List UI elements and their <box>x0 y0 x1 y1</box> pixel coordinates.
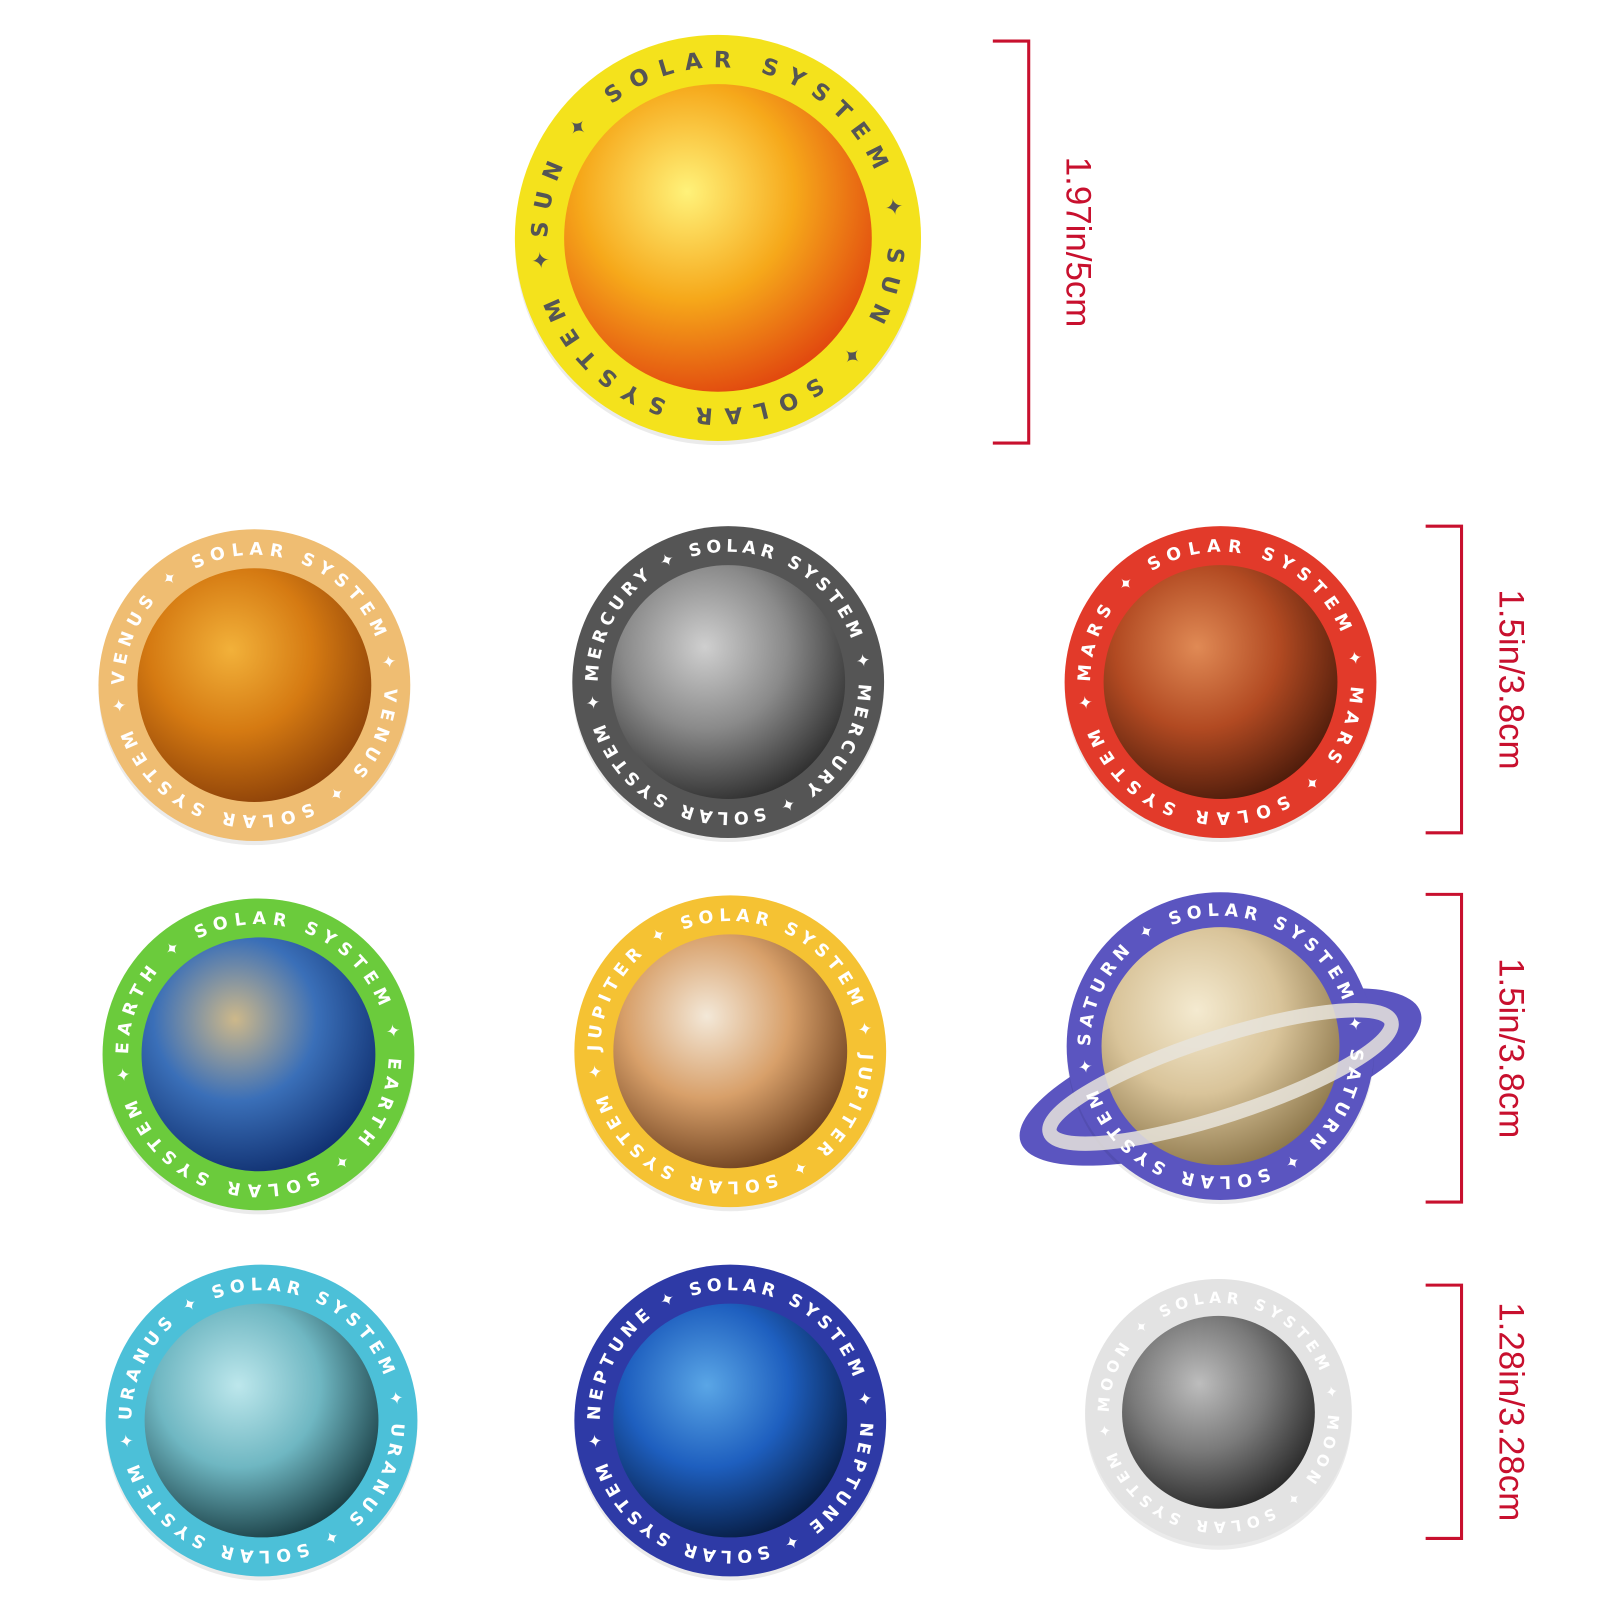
dimension-moon: 1.28in/3.28cm <box>1425 1283 1530 1540</box>
body-mars: MARS ✦ SOLAR SYSTEM ✦ MARS ✦ SOLAR SYSTE… <box>1064 526 1377 843</box>
planet-moon <box>1122 1315 1315 1509</box>
dimension-label: 1.5in/3.8cm <box>1491 958 1530 1138</box>
dimension-bracket <box>1425 1283 1464 1540</box>
body-neptune: NEPTUNE ✦ SOLAR SYSTEM ✦ NEPTUNE ✦ SOLAR… <box>574 1264 887 1581</box>
dimension-label: 1.5in/3.8cm <box>1491 589 1530 769</box>
body-earth: EARTH ✦ SOLAR SYSTEM ✦ EARTH ✦ SOLAR SYS… <box>102 898 415 1215</box>
dimension-bracket <box>1425 524 1464 835</box>
dimension-bracket <box>992 39 1031 445</box>
body-sun: SUN ✦ SOLAR SYSTEM ✦ SUN ✦ SOLAR SYSTEM … <box>514 34 922 446</box>
planet-venus <box>137 568 372 803</box>
planet-neptune <box>613 1303 848 1538</box>
body-uranus: URANUS ✦ SOLAR SYSTEM ✦ URANUS ✦ SOLAR S… <box>105 1264 418 1581</box>
body-moon: MOON ✦ SOLAR SYSTEM ✦ MOON ✦ SOLAR SYSTE… <box>1085 1278 1352 1550</box>
planet-sun <box>564 84 872 392</box>
dimension-sun: 1.97in/5cm <box>992 39 1098 445</box>
dimension-label: 1.97in/5cm <box>1059 157 1098 328</box>
planet-saturn <box>1101 927 1340 1166</box>
planet-jupiter <box>613 934 848 1169</box>
dimension-mars: 1.5in/3.8cm <box>1425 524 1530 835</box>
dimension-saturn: 1.5in/3.8cm <box>1425 892 1530 1204</box>
saturn-rings <box>1042 1003 1399 1151</box>
dimension-label: 1.28in/3.28cm <box>1491 1302 1530 1521</box>
planet-mars <box>1103 565 1338 799</box>
body-saturn: SATURN ✦ SOLAR SYSTEM ✦ SATURN ✦ SOLAR S… <box>1019 892 1422 1205</box>
planet-uranus <box>144 1303 379 1538</box>
planet-earth <box>141 937 376 1172</box>
body-venus: VENUS ✦ SOLAR SYSTEM ✦ VENUS ✦ SOLAR SYS… <box>98 529 411 846</box>
body-jupiter: JUPITER ✦ SOLAR SYSTEM ✦ JUPITER ✦ SOLAR… <box>574 895 887 1212</box>
body-mercury: MERCURY ✦ SOLAR SYSTEM ✦ MERCURY ✦ SOLAR… <box>572 526 885 843</box>
dimension-bracket <box>1425 892 1464 1204</box>
planet-mercury <box>611 565 846 799</box>
